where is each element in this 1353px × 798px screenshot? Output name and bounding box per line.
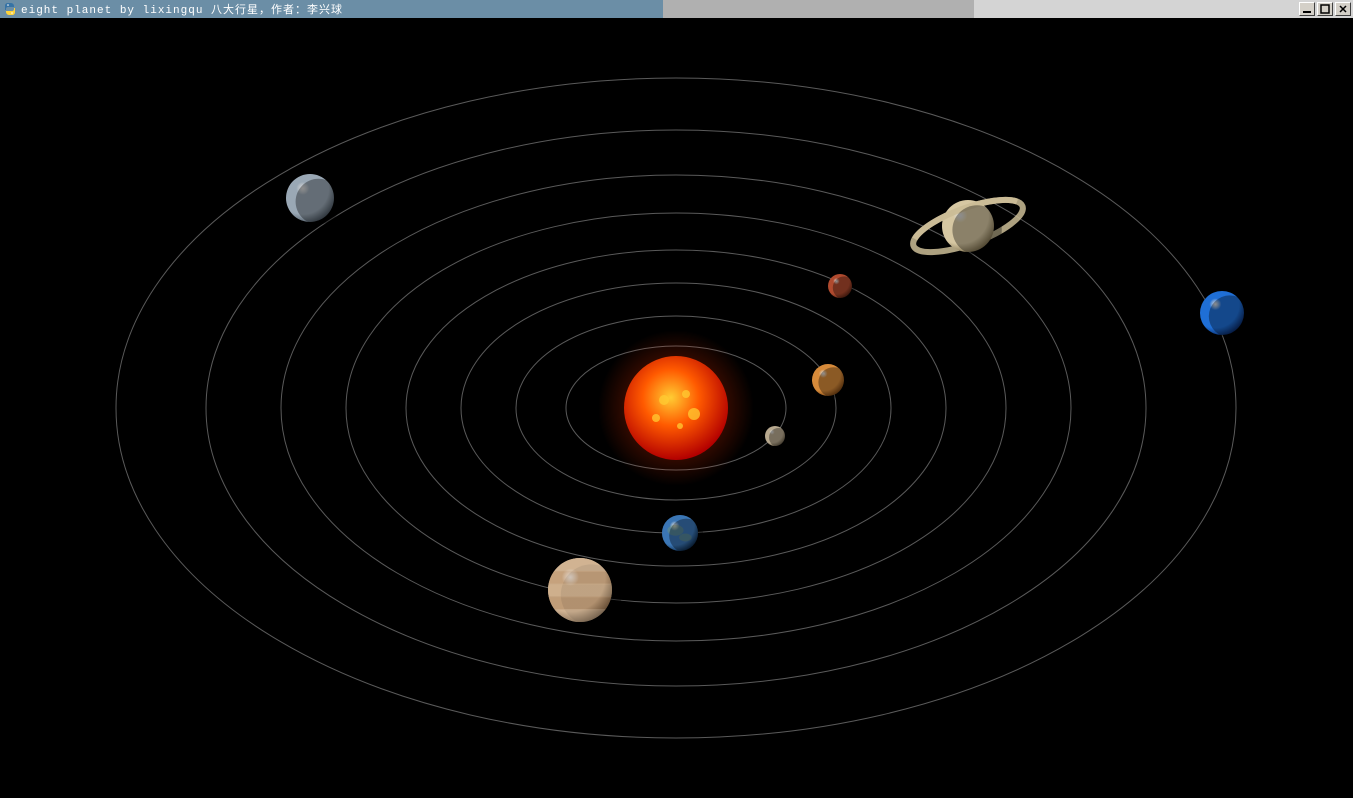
sun-flare — [682, 390, 690, 398]
planet-earth — [662, 515, 703, 553]
planet-terminator — [669, 519, 703, 553]
sun-flare — [688, 408, 700, 420]
planet-uranus — [286, 174, 341, 224]
simulation-canvas — [0, 18, 1353, 798]
sun — [624, 356, 728, 460]
close-button[interactable] — [1335, 2, 1351, 16]
planet-terminator — [769, 428, 788, 447]
planet-mercury — [765, 426, 788, 447]
planet-mars — [828, 274, 856, 299]
minimize-button[interactable] — [1299, 2, 1315, 16]
app-icon — [2, 1, 18, 17]
planet-terminator — [952, 205, 1001, 254]
planet-saturn — [907, 189, 1028, 263]
planet-terminator — [818, 367, 848, 397]
planet-terminator — [296, 179, 342, 225]
window-title: eight planet by lixingqu 八大行星，作者：李兴球 — [21, 1, 343, 17]
planet-terminator — [1209, 295, 1251, 337]
window-controls — [1299, 2, 1353, 16]
sun-flare — [659, 395, 669, 405]
maximize-button[interactable] — [1317, 2, 1333, 16]
jupiter-shade — [548, 558, 612, 622]
sun-flare — [652, 414, 660, 422]
window-titlebar: eight planet by lixingqu 八大行星，作者：李兴球 — [0, 0, 1353, 18]
solar-system-svg — [0, 18, 1353, 798]
sun-flare — [677, 423, 683, 429]
planet-terminator — [833, 276, 856, 299]
planet-neptune — [1200, 291, 1251, 337]
planet-venus — [812, 364, 849, 398]
